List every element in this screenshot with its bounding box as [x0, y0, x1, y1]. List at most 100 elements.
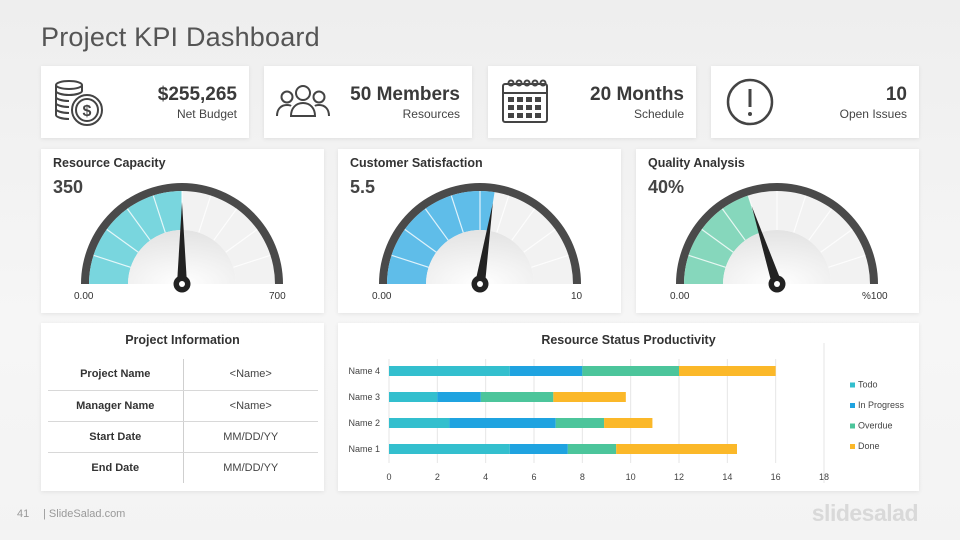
gauge-min-label: 0.00 [372, 291, 392, 302]
gauge-tick [793, 195, 807, 233]
gauge-card-customer-satisfaction: Customer Satisfaction 5.5 0.00 10 [338, 149, 621, 313]
bar-segment [555, 418, 605, 428]
row-value: MM/DD/YY [223, 461, 279, 474]
row-key: End Date [48, 452, 184, 483]
kpi-label: Schedule [633, 107, 684, 121]
kpi-label: Resources [402, 107, 460, 121]
row-value: <Name> [183, 359, 318, 391]
gauge-value-arc [684, 195, 761, 284]
kpi-card-resources: 50 Members Resources [264, 66, 472, 138]
calendar-icon [502, 79, 548, 123]
bar-segment [567, 444, 617, 454]
bar-segment [616, 444, 737, 454]
gauge-min-label: 0.00 [74, 291, 94, 302]
bar-segment [389, 392, 438, 402]
gauge-tick [126, 208, 151, 241]
gauge-value-arc [387, 191, 495, 284]
gauge-tick [511, 208, 536, 241]
x-tick-label: 16 [771, 472, 781, 482]
kpi-value: 50 Members [350, 84, 460, 105]
project-information-card: Project Information Project Name <Name> … [41, 323, 324, 491]
gauge-tick [531, 254, 569, 268]
kpi-label: Net Budget [176, 107, 237, 121]
brand-logo: slidesalad [811, 500, 919, 526]
gauge-tick [523, 228, 556, 253]
x-tick-label: 0 [386, 472, 391, 482]
gauge-tick [721, 208, 746, 241]
gauge-needle [177, 202, 187, 284]
gauge-max-label: 700 [269, 291, 286, 302]
gauge-tick [391, 254, 429, 268]
project-info-title: Project Information [125, 333, 240, 347]
y-category-label: Name 3 [348, 392, 380, 402]
gauge-hub [723, 230, 831, 284]
kpi-card-budget: $ $255,265 Net Budget [41, 66, 249, 138]
bar-segment [389, 366, 510, 376]
gauge-tick [404, 228, 437, 253]
gauge-title: Resource Capacity [53, 156, 166, 170]
gauge-max-label: 10 [571, 291, 583, 302]
gauge-tick [424, 208, 449, 241]
gauge-title: Quality Analysis [648, 156, 745, 170]
bar-segment [553, 392, 626, 402]
gauge-card-quality-analysis: Quality Analysis 40% 0.00 %100 [636, 149, 919, 313]
gauge-dial [379, 183, 581, 293]
gauge-dial [676, 183, 878, 293]
gauge-dial [81, 183, 283, 293]
gauge-tick [198, 195, 212, 233]
chart-title: Resource Status Productivity [541, 333, 716, 347]
gauge-tick [688, 254, 726, 268]
kpi-value: 20 Months [590, 84, 684, 105]
resource-status-chart-card: Resource Status Productivity 0 2 4 6 8 10 12 14… [338, 323, 919, 491]
kpi-label: Open Issues [839, 107, 907, 121]
svg-text:$: $ [83, 103, 92, 120]
page-title: Project KPI Dashboard [41, 22, 320, 52]
gauge-needle-center [774, 281, 780, 287]
gauge-tick [450, 195, 464, 233]
row-key: Manager Name [48, 390, 184, 422]
bar-segment [437, 392, 481, 402]
row-key: Project Name [48, 359, 184, 391]
table-row: Project Name <Name> [48, 359, 318, 391]
x-tick-label: 2 [435, 472, 440, 482]
x-tick-label: 6 [531, 472, 536, 482]
bar-segment [389, 418, 450, 428]
gauge-tick [701, 228, 734, 253]
slide-number: 41 [17, 508, 30, 520]
row-value: <Name> [183, 390, 318, 422]
legend-label: Done [858, 441, 880, 451]
bar-segment [480, 392, 554, 402]
gauge-value: 5.5 [350, 177, 376, 197]
row-key: Start Date [48, 421, 184, 453]
bar-segment [449, 418, 556, 428]
footer-site-link[interactable]: | SlideSalad.com [43, 508, 126, 520]
gauge-needle-center [477, 281, 483, 287]
gauge-max-label: %100 [862, 291, 888, 302]
gauge-needle-center [179, 281, 185, 287]
y-category-label: Name 2 [348, 418, 380, 428]
legend-swatch [850, 403, 855, 408]
legend-label: Todo [858, 380, 878, 390]
money-coins-icon: $ [55, 80, 103, 126]
table-row: Manager Name <Name> [48, 390, 318, 422]
team-members-icon [276, 85, 330, 117]
y-category-label: Name 1 [348, 444, 380, 454]
gauge-value: 40% [648, 177, 685, 197]
legend-label: In Progress [858, 400, 905, 410]
gauge-tick [820, 228, 853, 253]
x-tick-label: 14 [722, 472, 732, 482]
bar-segment [679, 366, 776, 376]
gauge-value: 350 [53, 177, 84, 197]
legend-swatch [850, 444, 855, 449]
bar-segment [582, 366, 679, 376]
project-info-table: Project Name <Name> Manager Name <Name> … [48, 359, 318, 483]
gauge-tick [828, 254, 866, 268]
kpi-card-schedule: 20 Months Schedule [488, 66, 696, 138]
gauge-tick [496, 195, 510, 233]
row-value: MM/DD/YY [183, 421, 318, 453]
gauge-card-resource-capacity: Resource Capacity 350 0.00 700 [41, 149, 324, 313]
gauge-tick [213, 208, 238, 241]
x-tick-label: 10 [626, 472, 636, 482]
kpi-value: 10 [885, 84, 907, 105]
